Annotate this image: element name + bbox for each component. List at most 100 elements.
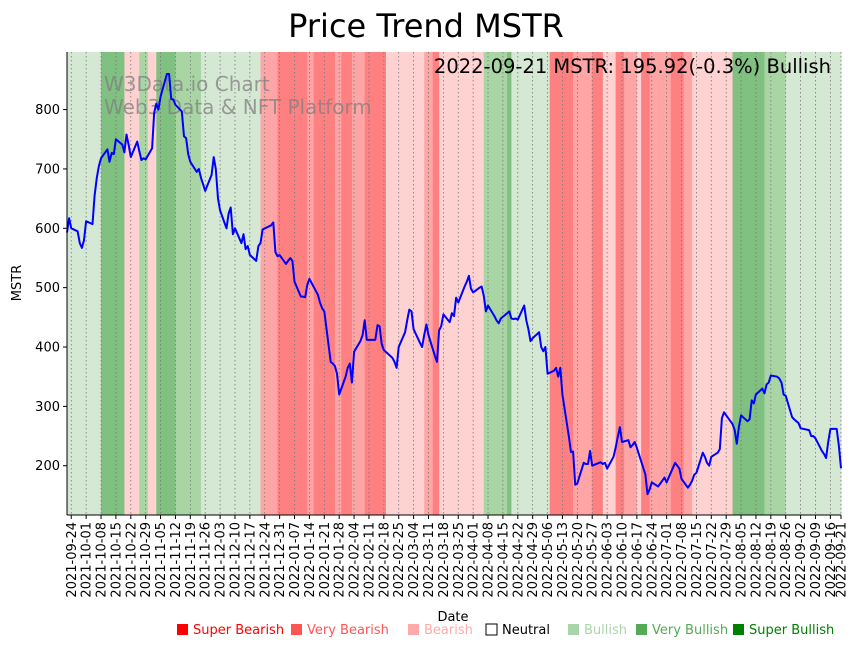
x-gridlines [70, 52, 842, 515]
x-tick-label: 2022-06-17 [630, 522, 645, 598]
band-bearish [649, 52, 672, 515]
band-very-bearish [364, 52, 381, 515]
x-tick-label: 2022-02-11 [362, 522, 377, 598]
x-tick-label: 2022-02-04 [348, 522, 363, 598]
watermark-line-1: W3Data.io Chart [104, 72, 270, 96]
band-bullish-light [511, 52, 551, 515]
band-bearish [260, 52, 279, 515]
x-tick-label: 2022-07-29 [720, 522, 735, 598]
x-tick-label: 2022-03-11 [422, 522, 437, 598]
x-tick-label: 2022-06-24 [645, 522, 660, 598]
band-very-bearish [379, 52, 387, 515]
x-tick-label: 2021-12-17 [243, 522, 258, 598]
band-bullish-light [785, 52, 842, 515]
y-tick-label: 300 [35, 400, 60, 415]
x-tick-label: 2022-09-21 [835, 522, 850, 598]
legend-swatch [485, 623, 498, 636]
x-tick-label: 2022-05-06 [541, 522, 556, 598]
x-tick-label: 2021-11-05 [154, 522, 169, 598]
x-tick-label: 2022-07-22 [705, 522, 720, 598]
x-tick-label: 2022-01-14 [303, 522, 318, 598]
legend-label: Neutral [502, 623, 550, 638]
band-very-bearish [549, 52, 574, 515]
band-bearish-light [147, 52, 157, 515]
x-tick-label: 2021-11-26 [199, 522, 214, 598]
y-tick-label: 700 [35, 162, 60, 177]
x-tick-label: 2021-10-29 [139, 522, 154, 598]
x-tick-label: 2022-05-27 [586, 522, 601, 598]
y-axis-label: MSTR [10, 265, 25, 301]
legend-label: Bearish [424, 623, 473, 638]
y-ticks: 200 300 400 500 600 700 800 [35, 103, 67, 474]
band-very-bullish [156, 52, 176, 515]
y-tick-label: 800 [35, 103, 60, 118]
x-tick-label: 2022-07-08 [675, 522, 690, 598]
legend-item-very-bearish: Very Bearish [291, 623, 389, 638]
band-very-bearish [432, 52, 440, 515]
x-tick-label: 2022-01-07 [288, 522, 303, 598]
band-very-bearish [592, 52, 604, 515]
legend-item-super-bullish: Super Bullish [733, 623, 834, 638]
x-tick-label: 2021-12-24 [258, 522, 273, 598]
x-tick-label: 2022-07-15 [690, 522, 705, 598]
band-bearish [307, 52, 315, 515]
price-line [66, 73, 842, 496]
x-tick-label: 2022-05-13 [556, 522, 571, 598]
band-bearish-light [636, 52, 642, 515]
band-very-bearish [615, 52, 625, 515]
band-very-bearish [670, 52, 685, 515]
band-very-bearish [313, 52, 336, 515]
band-very-bearish [277, 52, 308, 515]
band-bearish [356, 52, 366, 515]
chart-title: Price Trend MSTR [288, 7, 564, 45]
x-axis-label: Date [437, 610, 468, 625]
x-tick-label: 2022-03-18 [437, 522, 452, 598]
legend-swatch [177, 624, 188, 635]
band-bullish [764, 52, 787, 515]
band-bullish-light [67, 52, 102, 515]
x-tick-label: 2021-12-03 [214, 522, 229, 598]
legend: Super Bearish Very Bearish Bearish Neutral B… [177, 623, 834, 638]
band-bearish [624, 52, 638, 515]
legend-label: Very Bearish [307, 623, 389, 638]
x-tick-label: 2022-08-12 [749, 522, 764, 598]
x-ticks: 2021-09-24 2021-10-01 2021-10-08 2021-10-15… [65, 515, 850, 598]
band-bearish-light [692, 52, 734, 515]
x-tick-label: 2022-02-18 [377, 522, 392, 598]
latest-price-annotation: 2022-09-21 MSTR: 195.92(-0.3%) Bullish [434, 55, 831, 78]
band-very-bullish [507, 52, 512, 515]
band-bullish-light [200, 52, 261, 515]
legend-swatch [291, 624, 302, 635]
legend-item-bearish: Bearish [408, 623, 473, 638]
legend-swatch [568, 624, 579, 635]
x-tick-label: 2021-10-08 [95, 522, 110, 598]
x-tick-label: 2022-04-08 [482, 522, 497, 598]
band-bearish [424, 52, 434, 515]
y-tick-label: 500 [35, 281, 60, 296]
legend-label: Very Bullish [652, 623, 728, 638]
legend-item-bullish: Bullish [568, 623, 627, 638]
sentiment-bands [67, 52, 842, 515]
x-tick-label: 2021-11-19 [184, 522, 199, 598]
legend-item-very-bullish: Very Bullish [636, 623, 728, 638]
x-tick-label: 2022-06-03 [601, 522, 616, 598]
watermark-line-2: Web3 Data & NFT Platform [104, 95, 372, 119]
x-tick-label: 2021-10-22 [124, 522, 139, 598]
x-tick-label: 2022-04-29 [526, 522, 541, 598]
x-tick-label: 2022-02-25 [392, 522, 407, 598]
watermark: W3Data.io Chart Web3 Data & NFT Platform [104, 72, 372, 119]
x-tick-label: 2022-01-28 [333, 522, 348, 598]
x-tick-label: 2022-08-19 [764, 522, 779, 598]
x-tick-label: 2021-11-12 [169, 522, 184, 598]
band-very-bearish [641, 52, 651, 515]
x-tick-label: 2022-03-04 [407, 522, 422, 598]
x-tick-label: 2022-09-16 [824, 522, 839, 598]
legend-item-neutral: Neutral [485, 623, 550, 638]
band-bearish-light [124, 52, 140, 515]
band-bearish [573, 52, 593, 515]
x-tick-label: 2022-04-15 [496, 522, 511, 598]
x-tick-label: 2022-08-26 [779, 522, 794, 598]
legend-item-super-bearish: Super Bearish [177, 623, 284, 638]
band-bearish [334, 52, 342, 515]
band-very-bearish [341, 52, 353, 515]
